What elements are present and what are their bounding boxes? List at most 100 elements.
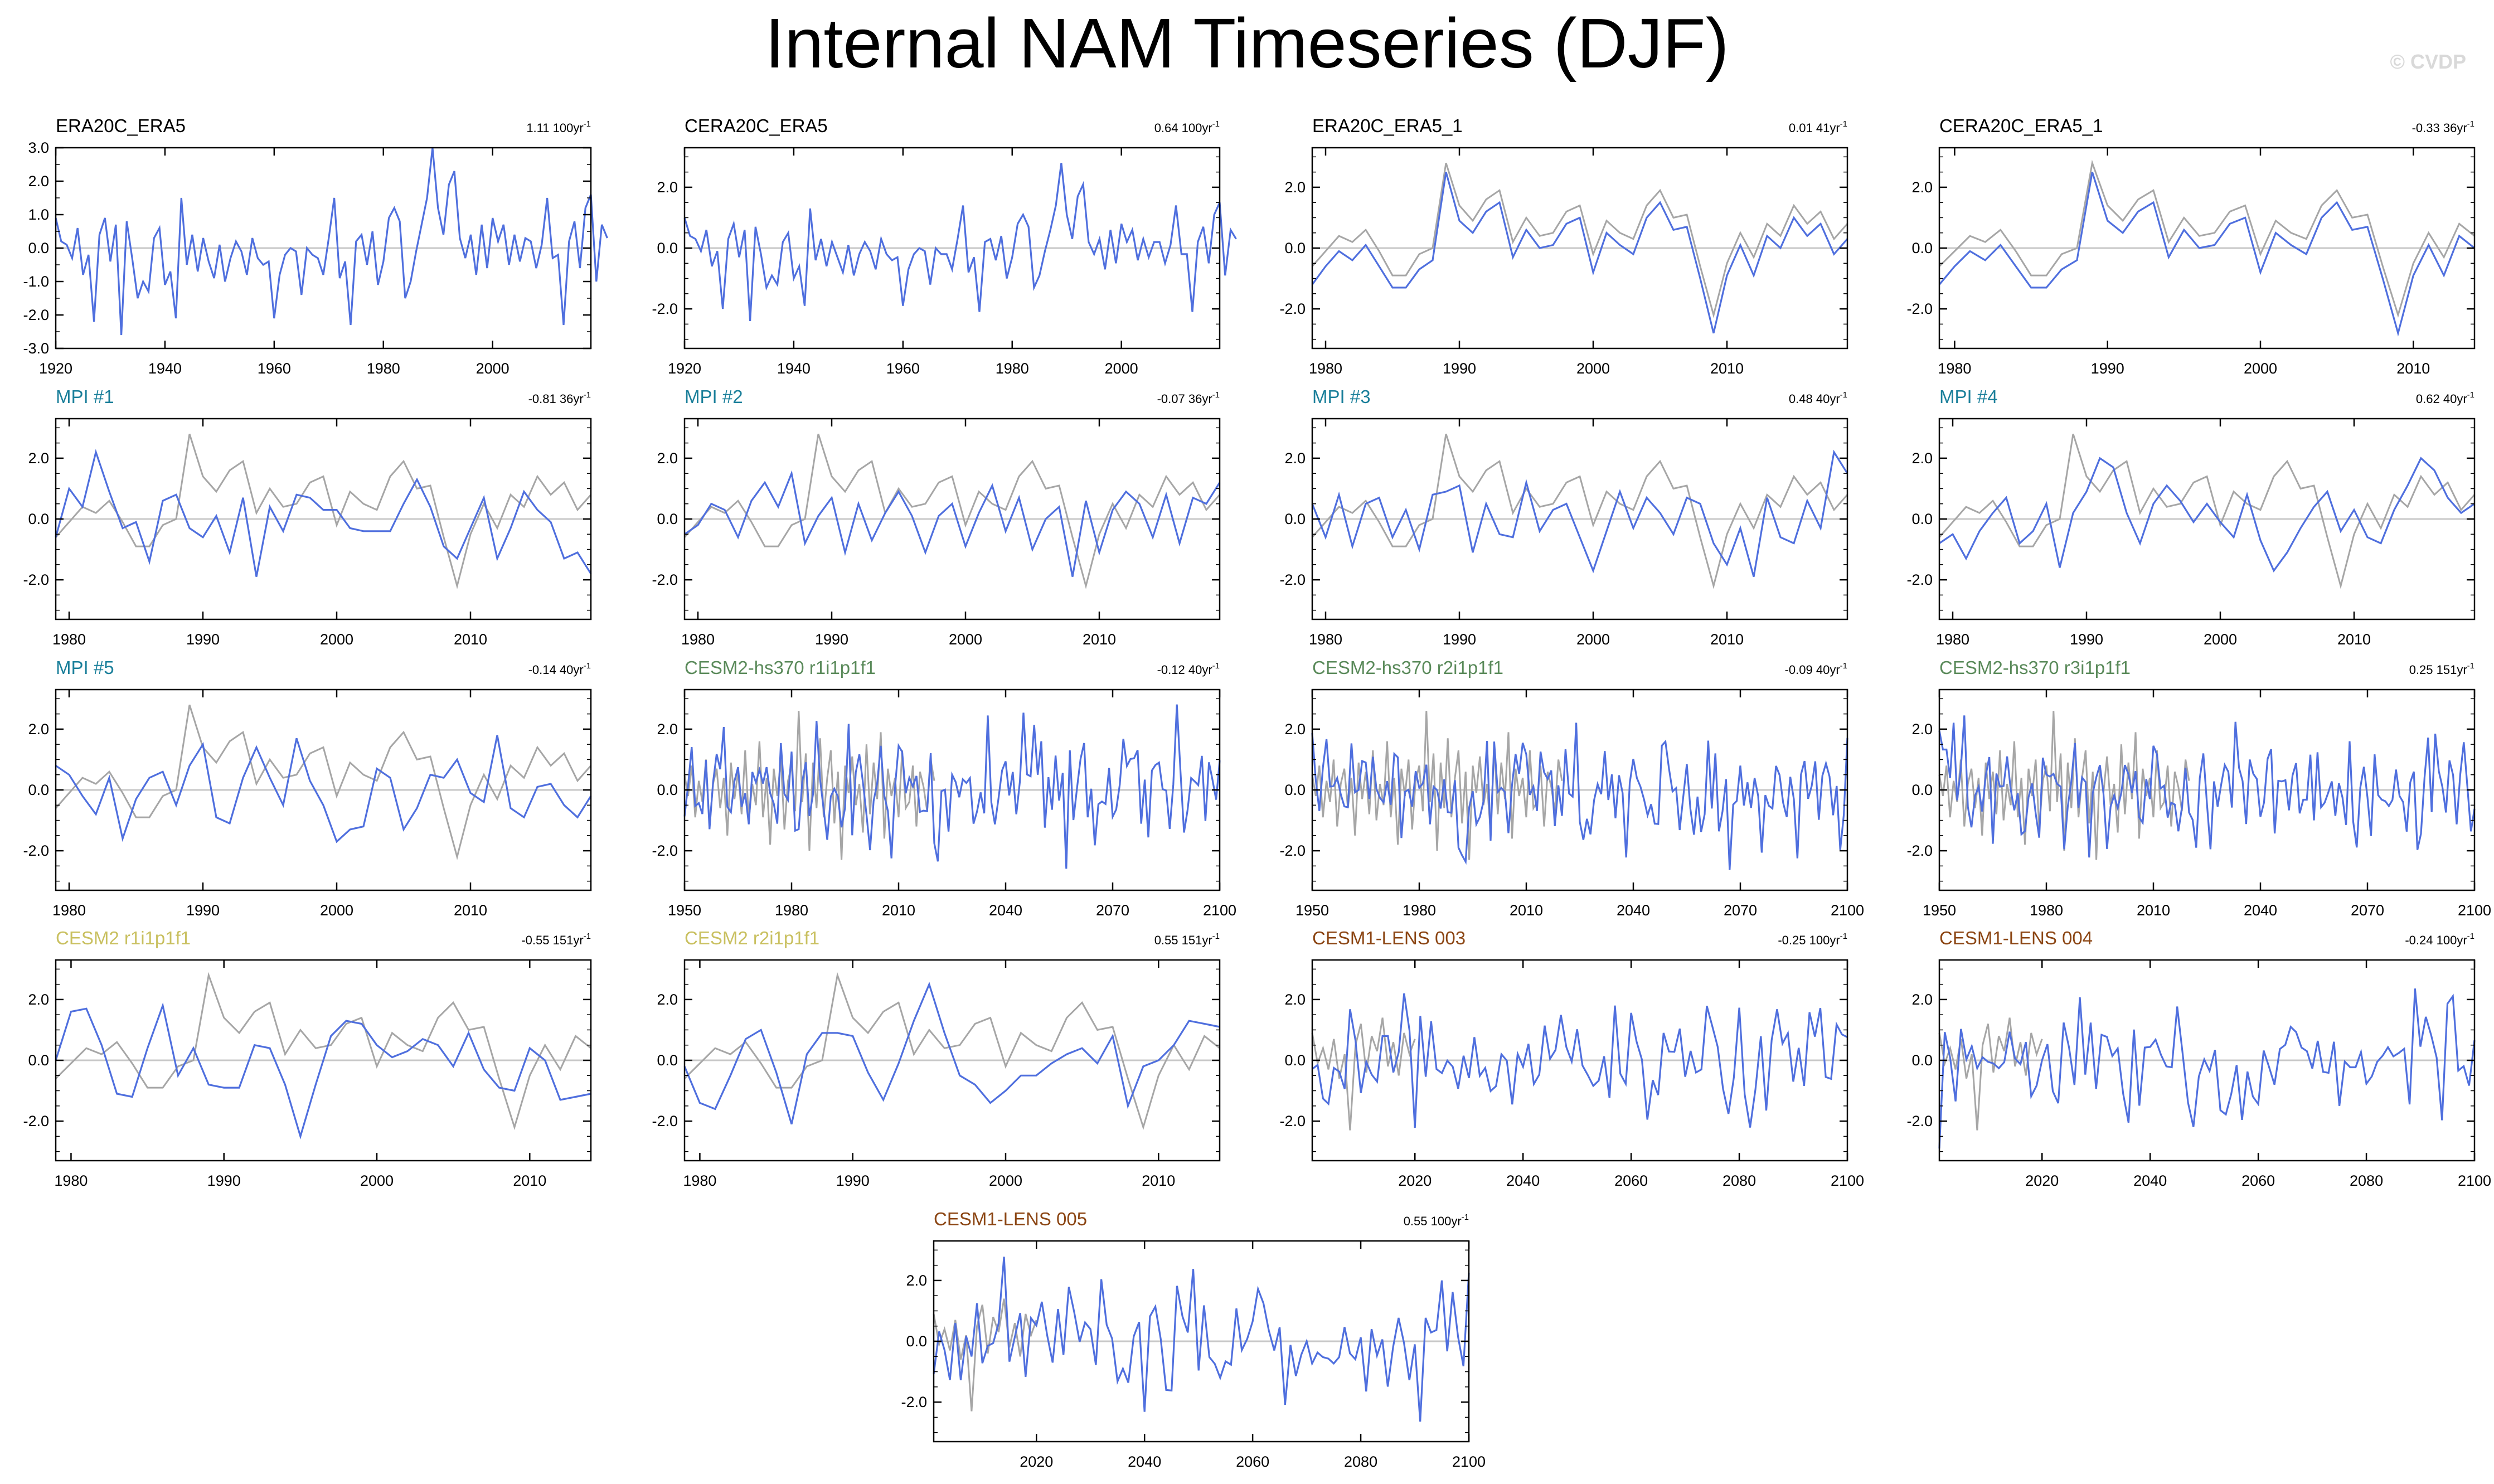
trend-label: 0.55 151yr-1 [1154, 932, 1220, 947]
x-tick-label: 1980 [1403, 902, 1436, 919]
trend-label: 0.25 151yr-1 [2409, 661, 2474, 677]
y-tick-label: 2.0 [28, 721, 49, 738]
x-tick-label: 1990 [815, 631, 848, 648]
y-tick-label: -2.0 [1906, 1113, 1933, 1129]
model-series-line [1939, 457, 2475, 573]
x-tick-label: 1990 [1443, 631, 1476, 648]
chart-panel: 2.0 0.0 -2.0 2020 2040 2060 2080 2100 CESM1-LENS… [1906, 928, 2491, 1189]
model-series-line [1311, 722, 1848, 870]
x-tick-label: 2080 [1344, 1453, 1377, 1470]
x-tick-label: 1980 [681, 631, 715, 648]
obs-series-line [683, 433, 1221, 589]
x-tick-label: 2010 [454, 902, 487, 919]
y-tick-label: 2.0 [1284, 450, 1306, 467]
x-tick-label: 2010 [1083, 631, 1116, 648]
x-tick-label: 1980 [1938, 360, 1971, 377]
trend-label: -0.24 100yr-1 [2405, 932, 2474, 947]
panel-title: CESM2-hs370 r2i1p1f1 [1312, 657, 1503, 678]
model-series-line [55, 147, 608, 336]
x-tick-label: 2060 [2241, 1172, 2275, 1189]
chart-panel: 2.0 0.0 -2.0 1980 1990 2000 2010 MPI #1 -0.81 36… [23, 386, 592, 648]
panel-title: CESM1-LENS 004 [1939, 928, 2093, 948]
y-tick-label: 2.0 [28, 450, 49, 467]
y-tick-label: 2.0 [1911, 450, 1933, 467]
x-tick-label: 1960 [258, 360, 291, 377]
panel-title: MPI #5 [56, 657, 114, 678]
x-tick-label: 2040 [1128, 1453, 1161, 1470]
model-series-line [1311, 449, 1848, 578]
y-tick-label: 0.0 [657, 782, 678, 798]
y-tick-label: 0.0 [28, 1052, 49, 1069]
x-tick-label: 2080 [1722, 1172, 1756, 1189]
x-tick-label: 2000 [1576, 360, 1610, 377]
y-tick-label: -2.0 [23, 571, 49, 588]
chart-panel: 2.0 0.0 -2.0 1980 1990 2000 2010 MPI #5 -0.14 40… [23, 657, 592, 919]
x-tick-label: 2070 [2351, 902, 2384, 919]
y-tick-label: 0.0 [1911, 1052, 1933, 1069]
y-tick-label: 3.0 [28, 139, 49, 156]
x-tick-label: 2080 [2350, 1172, 2383, 1189]
y-tick-label: 1.0 [28, 206, 49, 223]
y-tick-label: -3.0 [23, 340, 49, 357]
chart-panel: 2.0 0.0 -2.0 1920 1940 1960 1980 2000 CERA20C_ER… [652, 115, 1237, 377]
x-tick-label: 1950 [1923, 902, 1956, 919]
x-tick-label: 2010 [1142, 1172, 1175, 1189]
x-tick-label: 1920 [39, 360, 72, 377]
x-tick-label: 2040 [1506, 1172, 1540, 1189]
chart-panel: 3.0 2.0 1.0 0.0 -1.0 -2.0 -3.0 1920 1940 1960 1980… [23, 115, 608, 377]
trend-label: -0.81 36yr-1 [528, 390, 591, 406]
x-tick-label: 2010 [1510, 902, 1543, 919]
trend-label: 0.64 100yr-1 [1154, 119, 1220, 135]
x-tick-label: 2070 [1096, 902, 1129, 919]
panel-title: CESM2-hs370 r1i1p1f1 [685, 657, 876, 678]
obs-series-line [933, 1298, 1037, 1412]
trend-label: 0.55 100yr-1 [1404, 1213, 1469, 1228]
y-tick-label: 2.0 [28, 991, 49, 1008]
model-series-line [933, 1257, 1470, 1422]
panel-title: CESM1-LENS 005 [934, 1209, 1087, 1229]
y-tick-label: 0.0 [1284, 782, 1306, 798]
chart-panel: 2.0 0.0 -2.0 2020 2040 2060 2080 2100 CESM1-LENS… [901, 1209, 1486, 1470]
x-tick-label: 2000 [2204, 631, 2237, 648]
x-tick-label: 2010 [513, 1172, 546, 1189]
y-tick-label: 0.0 [1911, 782, 1933, 798]
obs-series-line [55, 972, 591, 1131]
x-tick-label: 1980 [367, 360, 400, 377]
panel-title: MPI #2 [685, 386, 743, 407]
trend-label: -0.25 100yr-1 [1778, 932, 1847, 947]
x-tick-label: 1960 [886, 360, 920, 377]
x-tick-label: 2020 [1020, 1453, 1053, 1470]
chart-panel: 2.0 0.0 -2.0 1950 1980 2010 2040 2070 2100 CESM2-… [652, 657, 1236, 919]
y-tick-label: 2.0 [1284, 721, 1306, 738]
x-tick-label: 1920 [668, 360, 701, 377]
x-tick-label: 2000 [949, 631, 982, 648]
page-title: Internal NAM Timeseries (DJF) [765, 4, 1729, 83]
x-tick-label: 2000 [476, 360, 510, 377]
model-series-line [55, 735, 592, 843]
x-tick-label: 2000 [1576, 631, 1610, 648]
chart-panel: 2.0 0.0 -2.0 2020 2040 2060 2080 2100 CESM1-LENS… [1279, 928, 1864, 1189]
y-tick-label: 0.0 [906, 1333, 927, 1350]
x-tick-label: 1980 [1936, 631, 1969, 648]
x-tick-label: 2010 [882, 902, 915, 919]
y-tick-label: -2.0 [1906, 300, 1933, 317]
y-tick-label: -2.0 [652, 300, 678, 317]
x-tick-label: 1990 [186, 631, 220, 648]
y-tick-label: -2.0 [1906, 842, 1933, 859]
x-tick-label: 1950 [1295, 902, 1329, 919]
model-series-line [683, 163, 1237, 321]
x-tick-label: 2100 [1452, 1453, 1486, 1470]
obs-series-line [1938, 1017, 2043, 1131]
obs-series-line [1938, 159, 2475, 318]
y-tick-label: 2.0 [1911, 991, 1933, 1008]
x-tick-label: 1990 [836, 1172, 870, 1189]
x-tick-label: 1980 [52, 902, 86, 919]
obs-series-line [1311, 1017, 1416, 1131]
y-tick-label: -2.0 [652, 1113, 678, 1129]
y-tick-label: -2.0 [1279, 842, 1306, 859]
y-tick-label: 0.0 [657, 1052, 678, 1069]
model-series-line [1312, 993, 1848, 1128]
model-series-line [684, 470, 1221, 577]
x-tick-label: 1940 [777, 360, 811, 377]
